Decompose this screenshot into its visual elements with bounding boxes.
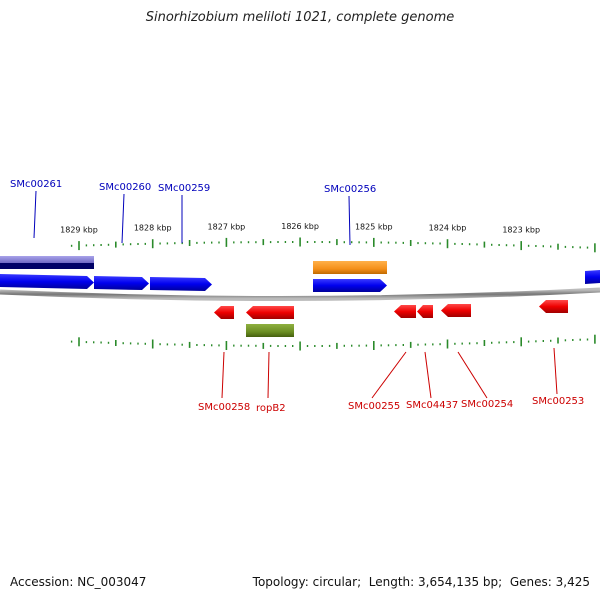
gene-arrow-smc00261[interactable] [0, 274, 94, 289]
genome-title: Sinorhizobium meliloti 1021, complete ge… [145, 10, 455, 25]
navy-feature[interactable] [0, 263, 94, 269]
gene-arrow-smc00258[interactable] [214, 306, 234, 319]
scale-labels: 1829 kbp 1828 kbp 1827 kbp 1826 kbp 1825 kbp… [60, 222, 540, 235]
topology-value: circular [312, 575, 358, 589]
gene-arrow-smc00253[interactable] [539, 300, 568, 313]
reverse-features [214, 300, 568, 337]
reverse-gene-labels: SMc00258 ropB2 SMc00255 SMc04437 SMc0025… [198, 396, 584, 414]
gene-arrow-smc00254[interactable] [441, 304, 471, 317]
gene-label-smc00259[interactable]: SMc00259 [158, 183, 210, 194]
scale-label-1823: 1823 kbp [502, 226, 540, 235]
gene-label-smc00256[interactable]: SMc00256 [324, 184, 376, 195]
outer-tick-track [70, 237, 596, 253]
gene-label-smc00253[interactable]: SMc00253 [532, 396, 584, 407]
scale-label-1829: 1829 kbp [60, 226, 98, 235]
gene-arrow-ropb2[interactable] [246, 306, 294, 319]
scale-label-1826: 1826 kbp [281, 222, 319, 231]
scale-label-1828: 1828 kbp [134, 224, 172, 233]
orange-feature[interactable] [313, 261, 387, 274]
accession-value: NC_003047 [77, 575, 147, 589]
scale-label-1827: 1827 kbp [208, 222, 246, 231]
gene-label-smc00261[interactable]: SMc00261 [10, 179, 62, 190]
genome-stats: Topology: circular; Length: 3,654,135 bp… [252, 575, 590, 589]
gene-arrow-edge-forward[interactable] [585, 270, 600, 284]
genes-label: Genes: [509, 575, 552, 589]
olive-feature[interactable] [246, 324, 294, 337]
gene-arrow-smc00259[interactable] [150, 277, 212, 291]
scale-label-1824: 1824 kbp [429, 224, 467, 233]
gene-label-ropb2[interactable]: ropB2 [256, 403, 286, 414]
forward-label-leaders [33, 190, 351, 246]
accession-label: Accession: [10, 575, 74, 589]
forward-features [0, 256, 600, 292]
length-label: Length: [368, 575, 415, 589]
gene-arrow-smc04437[interactable] [417, 305, 433, 318]
gene-label-smc00258[interactable]: SMc00258 [198, 402, 250, 413]
lavender-feature[interactable] [0, 256, 94, 263]
inner-tick-track [70, 334, 596, 351]
length-value: 3,654,135 bp [418, 575, 499, 589]
gene-arrow-smc00255[interactable] [394, 305, 416, 318]
reverse-label-leaders [221, 347, 558, 399]
gene-label-smc00255[interactable]: SMc00255 [348, 401, 400, 412]
genes-value: 3,425 [555, 575, 590, 589]
gene-label-smc00260[interactable]: SMc00260 [99, 182, 151, 193]
gene-label-smc04437[interactable]: SMc04437 [406, 400, 458, 411]
accession-info: Accession: NC_003047 [10, 575, 146, 589]
scale-label-1825: 1825 kbp [355, 222, 393, 231]
forward-gene-labels: SMc00261 SMc00260 SMc00259 SMc00256 [10, 179, 376, 195]
genome-backbone [0, 287, 600, 302]
gene-arrow-smc00256[interactable] [313, 279, 387, 292]
topology-label: Topology: [252, 575, 309, 589]
gene-label-smc00254[interactable]: SMc00254 [461, 399, 513, 410]
gene-arrow-smc00260[interactable] [94, 276, 149, 290]
